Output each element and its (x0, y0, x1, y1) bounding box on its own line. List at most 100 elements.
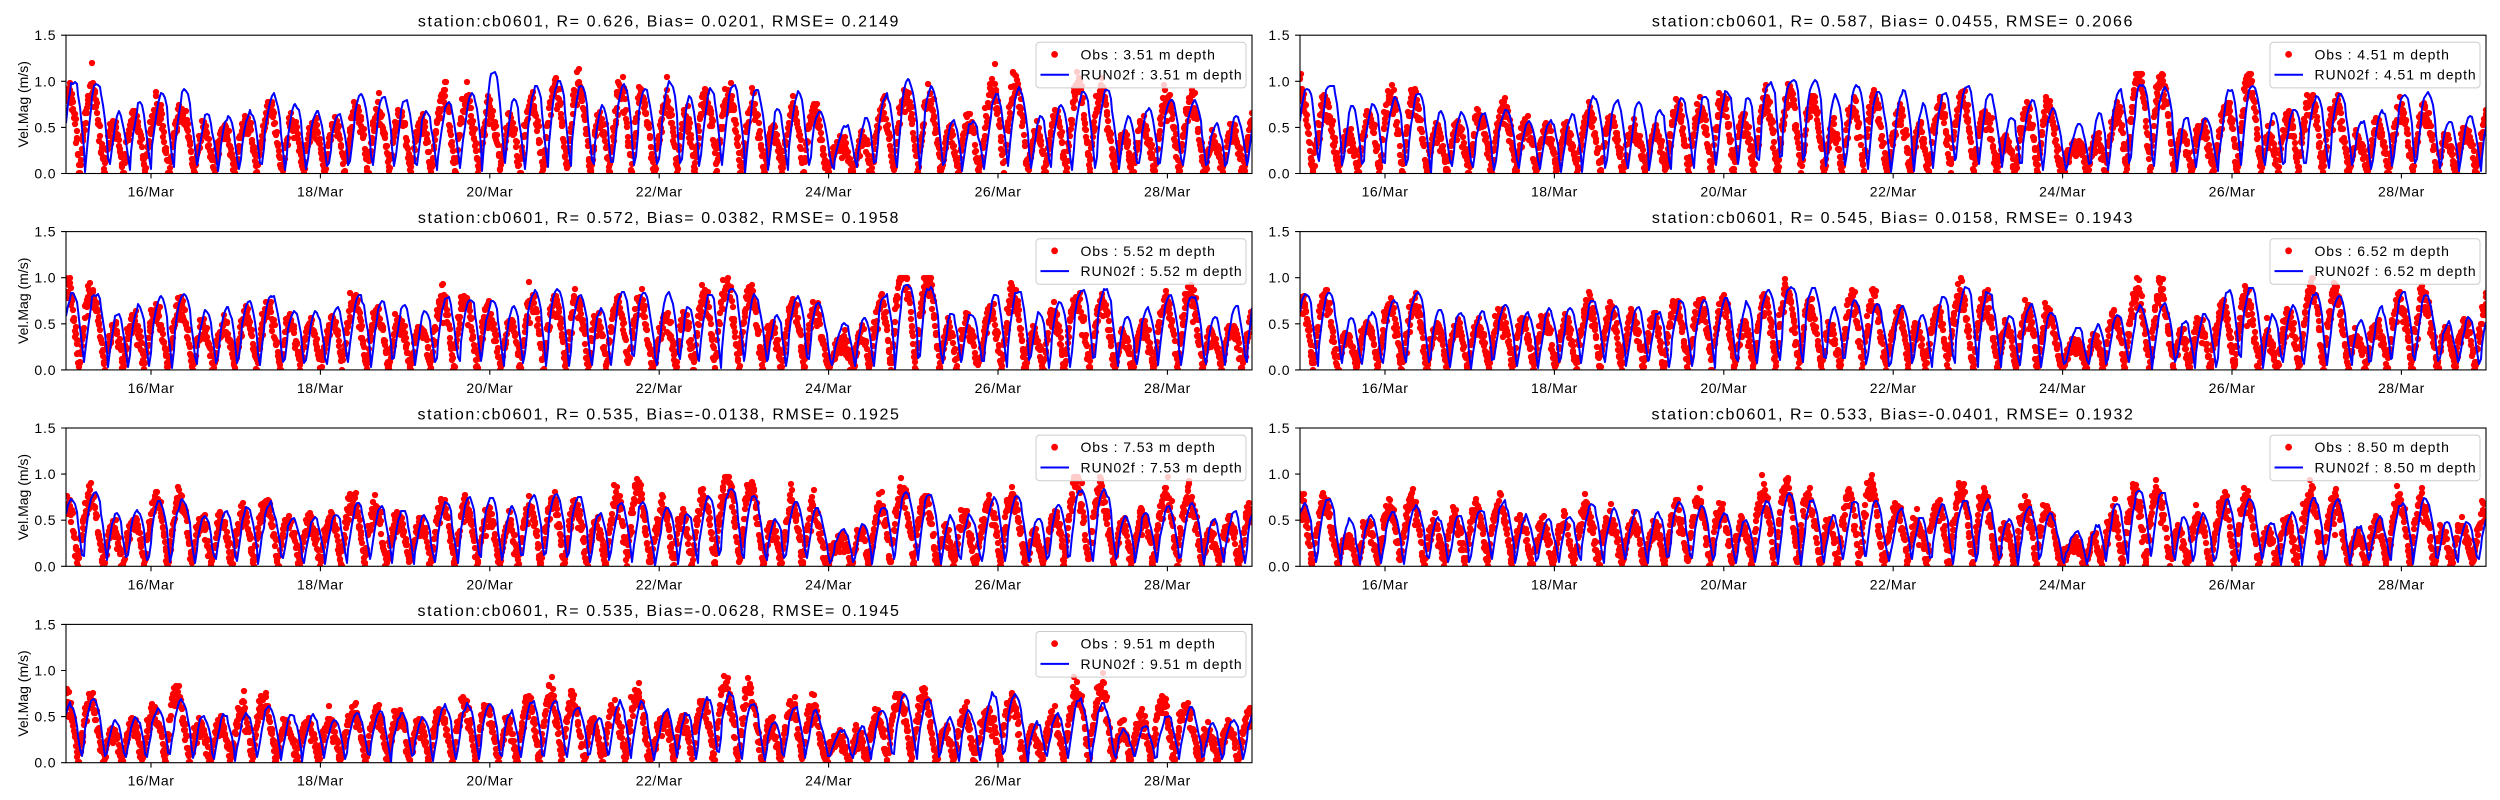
svg-text:Vel.Mag (m/s): Vel.Mag (m/s) (15, 61, 31, 147)
svg-text:24/Mar: 24/Mar (2039, 184, 2086, 200)
svg-text:0.5: 0.5 (1268, 119, 1290, 135)
svg-text:RUN02f : 4.51 m depth: RUN02f : 4.51 m depth (2315, 67, 2477, 83)
svg-text:28/Mar: 28/Mar (2378, 184, 2425, 200)
svg-text:20/Mar: 20/Mar (1700, 380, 1747, 396)
svg-text:Obs : 6.52 m depth: Obs : 6.52 m depth (2315, 243, 2450, 259)
svg-text:22/Mar: 22/Mar (1870, 576, 1917, 592)
svg-text:RUN02f : 8.50 m depth: RUN02f : 8.50 m depth (2315, 460, 2477, 476)
svg-text:0.0: 0.0 (1268, 362, 1290, 378)
svg-text:RUN02f : 5.52 m depth: RUN02f : 5.52 m depth (1081, 263, 1243, 279)
svg-text:20/Mar: 20/Mar (466, 773, 513, 789)
svg-text:22/Mar: 22/Mar (1870, 184, 1917, 200)
svg-text:28/Mar: 28/Mar (1144, 576, 1191, 592)
svg-text:station:cb0601, R= 0.535, Bias: station:cb0601, R= 0.535, Bias=-0.0138, … (417, 406, 900, 423)
svg-text:26/Mar: 26/Mar (975, 380, 1022, 396)
svg-text:1.5: 1.5 (34, 27, 56, 43)
svg-text:16/Mar: 16/Mar (128, 773, 175, 789)
svg-text:18/Mar: 18/Mar (297, 184, 344, 200)
svg-text:24/Mar: 24/Mar (2039, 576, 2086, 592)
svg-text:16/Mar: 16/Mar (128, 380, 175, 396)
svg-text:1.0: 1.0 (34, 466, 56, 482)
svg-text:22/Mar: 22/Mar (636, 184, 683, 200)
svg-text:station:cb0601, R= 0.626, Bias: station:cb0601, R= 0.626, Bias= 0.0201, … (418, 14, 900, 31)
svg-text:26/Mar: 26/Mar (975, 184, 1022, 200)
svg-text:0.0: 0.0 (34, 166, 56, 182)
svg-text:28/Mar: 28/Mar (2378, 576, 2425, 592)
svg-text:station:cb0601, R= 0.535, Bias: station:cb0601, R= 0.535, Bias=-0.0628, … (417, 603, 900, 620)
svg-text:26/Mar: 26/Mar (2209, 576, 2256, 592)
svg-text:0.5: 0.5 (34, 119, 56, 135)
svg-text:16/Mar: 16/Mar (1362, 380, 1409, 396)
svg-text:26/Mar: 26/Mar (2209, 184, 2256, 200)
svg-text:Obs : 8.50 m depth: Obs : 8.50 m depth (2315, 439, 2450, 455)
svg-text:26/Mar: 26/Mar (975, 576, 1022, 592)
svg-text:26/Mar: 26/Mar (975, 773, 1022, 789)
svg-text:24/Mar: 24/Mar (805, 380, 852, 396)
svg-text:1.5: 1.5 (1268, 420, 1290, 436)
svg-text:1.5: 1.5 (1268, 224, 1290, 240)
svg-text:24/Mar: 24/Mar (805, 773, 852, 789)
svg-text:RUN02f : 3.51 m depth: RUN02f : 3.51 m depth (1081, 67, 1243, 83)
svg-text:18/Mar: 18/Mar (1531, 576, 1578, 592)
svg-text:0.5: 0.5 (1268, 316, 1290, 332)
svg-text:0.0: 0.0 (1268, 558, 1290, 574)
svg-text:22/Mar: 22/Mar (636, 380, 683, 396)
svg-text:16/Mar: 16/Mar (1362, 184, 1409, 200)
svg-text:20/Mar: 20/Mar (1700, 576, 1747, 592)
svg-text:station:cb0601, R= 0.533, Bias: station:cb0601, R= 0.533, Bias=-0.0401, … (1651, 406, 2134, 423)
svg-text:1.5: 1.5 (1268, 27, 1290, 43)
svg-text:16/Mar: 16/Mar (128, 576, 175, 592)
svg-text:Vel.Mag (m/s): Vel.Mag (m/s) (15, 258, 31, 344)
svg-text:Obs : 9.51 m depth: Obs : 9.51 m depth (1081, 636, 1216, 652)
svg-text:18/Mar: 18/Mar (297, 576, 344, 592)
svg-text:26/Mar: 26/Mar (2209, 380, 2256, 396)
svg-text:24/Mar: 24/Mar (805, 576, 852, 592)
svg-text:0.5: 0.5 (34, 709, 56, 725)
svg-text:24/Mar: 24/Mar (2039, 380, 2086, 396)
svg-text:Obs : 4.51 m depth: Obs : 4.51 m depth (2315, 46, 2450, 62)
svg-text:0.0: 0.0 (1268, 166, 1290, 182)
svg-text:1.5: 1.5 (34, 224, 56, 240)
svg-text:1.0: 1.0 (34, 663, 56, 679)
svg-text:20/Mar: 20/Mar (466, 576, 513, 592)
svg-text:Vel.Mag (m/s): Vel.Mag (m/s) (15, 650, 31, 736)
svg-text:Vel.Mag (m/s): Vel.Mag (m/s) (15, 454, 31, 540)
svg-text:22/Mar: 22/Mar (1870, 380, 1917, 396)
svg-text:1.5: 1.5 (34, 420, 56, 436)
svg-text:1.0: 1.0 (1268, 466, 1290, 482)
svg-text:18/Mar: 18/Mar (297, 773, 344, 789)
svg-text:28/Mar: 28/Mar (1144, 380, 1191, 396)
svg-text:18/Mar: 18/Mar (297, 380, 344, 396)
svg-text:RUN02f : 6.52 m depth: RUN02f : 6.52 m depth (2315, 263, 2477, 279)
svg-text:0.0: 0.0 (34, 362, 56, 378)
svg-text:16/Mar: 16/Mar (128, 184, 175, 200)
svg-text:20/Mar: 20/Mar (1700, 184, 1747, 200)
svg-text:28/Mar: 28/Mar (2378, 380, 2425, 396)
svg-text:0.0: 0.0 (34, 755, 56, 771)
svg-text:28/Mar: 28/Mar (1144, 773, 1191, 789)
svg-text:station:cb0601, R= 0.587, Bias: station:cb0601, R= 0.587, Bias= 0.0455, … (1652, 14, 2134, 31)
svg-text:0.5: 0.5 (1268, 512, 1290, 528)
svg-text:0.5: 0.5 (34, 512, 56, 528)
svg-text:28/Mar: 28/Mar (1144, 184, 1191, 200)
svg-text:20/Mar: 20/Mar (466, 380, 513, 396)
svg-text:16/Mar: 16/Mar (1362, 576, 1409, 592)
svg-text:1.0: 1.0 (34, 270, 56, 286)
svg-text:RUN02f : 9.51 m depth: RUN02f : 9.51 m depth (1081, 656, 1243, 672)
svg-text:20/Mar: 20/Mar (466, 184, 513, 200)
svg-text:0.0: 0.0 (34, 558, 56, 574)
svg-text:0.5: 0.5 (34, 316, 56, 332)
svg-text:Obs : 7.53 m depth: Obs : 7.53 m depth (1081, 439, 1216, 455)
svg-text:Obs : 5.52 m depth: Obs : 5.52 m depth (1081, 243, 1216, 259)
svg-text:24/Mar: 24/Mar (805, 184, 852, 200)
svg-text:station:cb0601, R= 0.545, Bias: station:cb0601, R= 0.545, Bias= 0.0158, … (1652, 210, 2134, 227)
svg-text:1.0: 1.0 (1268, 73, 1290, 89)
svg-text:22/Mar: 22/Mar (636, 773, 683, 789)
svg-text:1.0: 1.0 (34, 73, 56, 89)
svg-text:Obs : 3.51 m depth: Obs : 3.51 m depth (1081, 46, 1216, 62)
svg-text:1.0: 1.0 (1268, 270, 1290, 286)
svg-text:station:cb0601, R= 0.572, Bias: station:cb0601, R= 0.572, Bias= 0.0382, … (418, 210, 900, 227)
svg-text:18/Mar: 18/Mar (1531, 380, 1578, 396)
svg-text:1.5: 1.5 (34, 616, 56, 632)
svg-text:RUN02f : 7.53 m depth: RUN02f : 7.53 m depth (1081, 460, 1243, 476)
